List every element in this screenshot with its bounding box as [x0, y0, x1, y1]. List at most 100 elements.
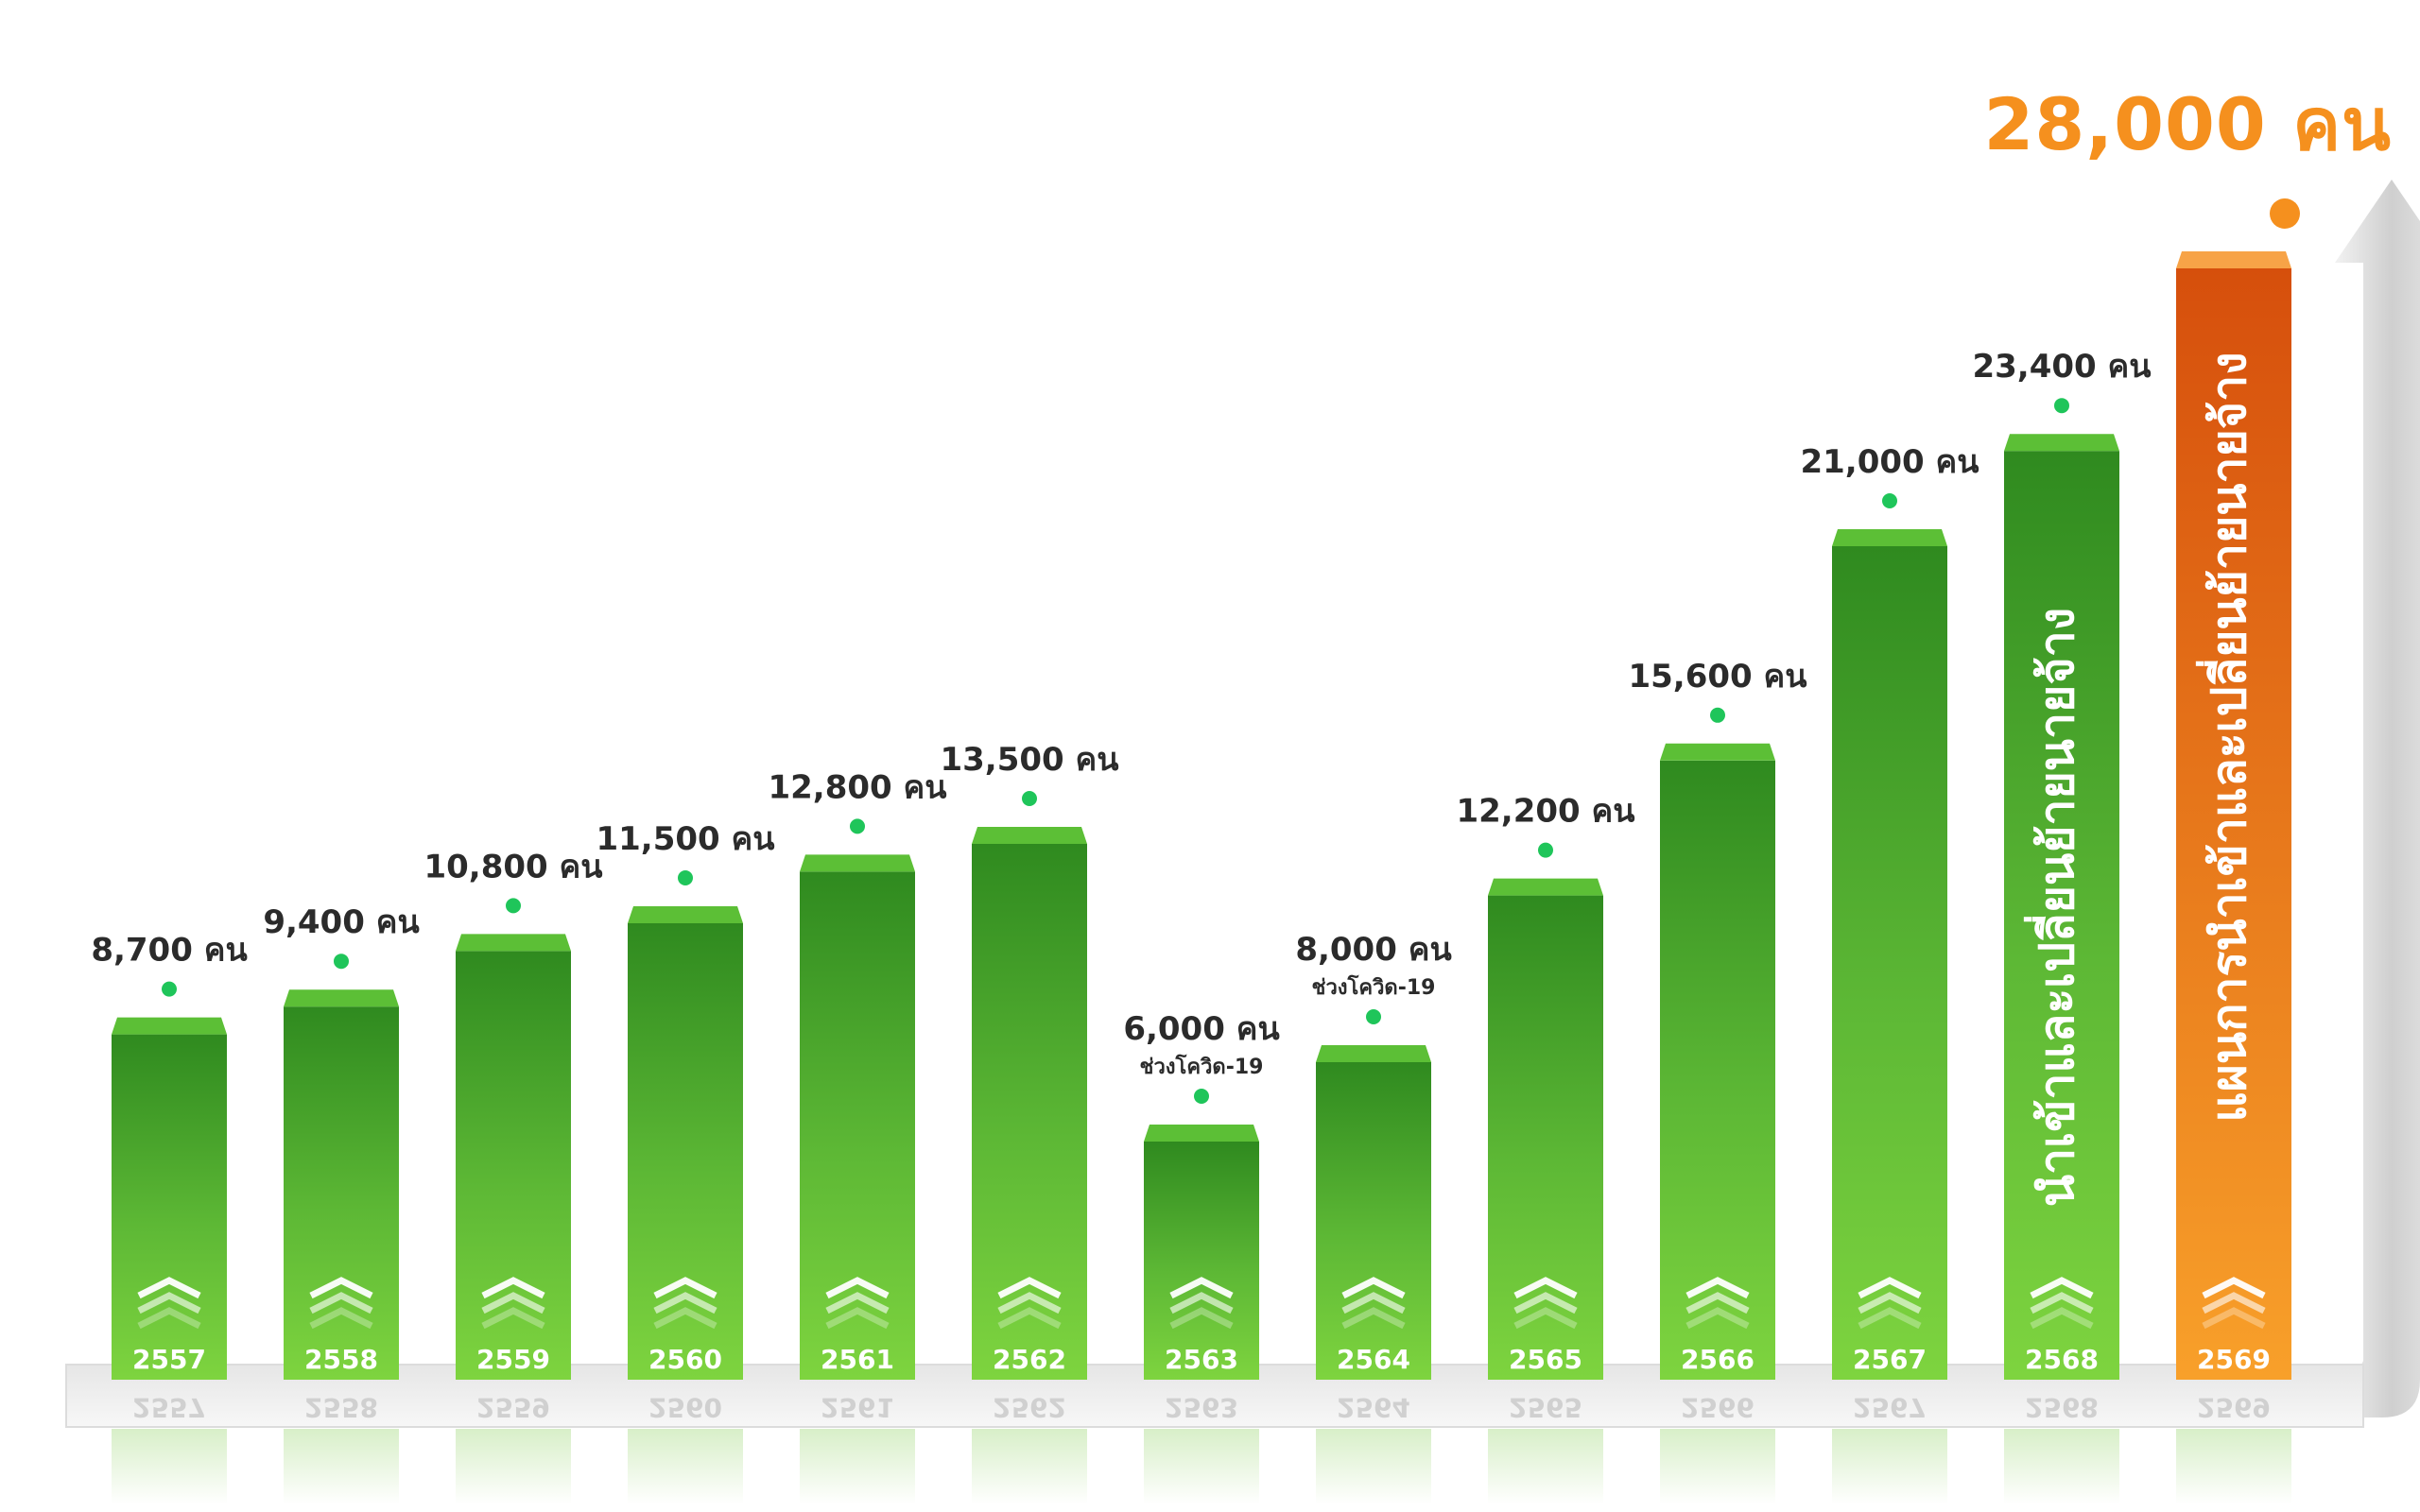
bar-group: 2558 2558 9,400 คน — [263, 903, 420, 1504]
chevron-up-icon — [2202, 1307, 2266, 1330]
value-label: 8,000 คน — [1295, 931, 1451, 969]
value-marker-dot — [1194, 1089, 1209, 1104]
year-label-reflection: 2562 — [993, 1392, 1066, 1423]
bar — [2176, 268, 2291, 1380]
chevron-up-icon — [1341, 1277, 1406, 1299]
value-marker-dot — [678, 870, 693, 885]
value-label: 8,700 คน — [91, 932, 247, 970]
bar — [972, 844, 1087, 1380]
bar-reflection — [2004, 1429, 2119, 1504]
value-marker-dot — [1710, 707, 1725, 723]
bar-reflection — [1488, 1429, 1603, 1504]
chevron-up-icon — [2202, 1277, 2266, 1299]
year-label: 2559 — [476, 1344, 550, 1375]
chevron-up-icon — [1858, 1292, 1922, 1314]
chevron-up-icon — [1685, 1277, 1750, 1299]
year-label-reflection: 2563 — [1165, 1392, 1238, 1423]
year-label: 2562 — [993, 1344, 1066, 1375]
bar — [628, 923, 743, 1380]
chevron-up-icon — [481, 1277, 545, 1299]
year-label: 2564 — [1337, 1344, 1410, 1375]
value-label: 10,800 คน — [424, 848, 602, 885]
bar-reflection — [284, 1429, 399, 1504]
value-label: 23,400 คน — [1972, 348, 2151, 386]
chevron-up-icon — [1169, 1292, 1234, 1314]
bar — [1832, 546, 1947, 1380]
year-label: 2561 — [821, 1344, 894, 1375]
bar-group: 2562 2562 13,500 คน — [940, 741, 1119, 1504]
chevron-up-icon — [309, 1277, 373, 1299]
bar-reflection — [1316, 1429, 1431, 1504]
bar-reflection — [2176, 1429, 2291, 1504]
bar-reflection — [628, 1429, 743, 1504]
bar — [284, 1006, 399, 1380]
year-label-reflection: 2561 — [821, 1392, 894, 1423]
year-label-reflection: 2560 — [648, 1392, 722, 1423]
bar-group: 2567 2567 21,000 คน — [1800, 443, 1979, 1504]
bar — [456, 951, 571, 1380]
year-label: 2566 — [1681, 1344, 1754, 1375]
year-label: 2558 — [304, 1344, 378, 1375]
bar-group: 2560 2560 11,500 คน — [596, 820, 775, 1504]
chevron-up-icon — [137, 1277, 201, 1299]
chevron-up-icon — [1341, 1292, 1406, 1314]
year-label-reflection: 2564 — [1337, 1392, 1410, 1423]
chevron-up-icon — [481, 1292, 545, 1314]
bar-group: 2557 2557 8,700 คน — [91, 932, 248, 1504]
bar-reflection — [1660, 1429, 1775, 1504]
growth-arrow-icon — [2335, 180, 2420, 1418]
bar — [1660, 760, 1775, 1380]
bar-group: 2568 2568 23,400 คนนำเข้าและเปลี่ยนย้ายนาย… — [1972, 348, 2152, 1504]
chevron-up-icon — [1685, 1292, 1750, 1314]
bar — [1144, 1142, 1259, 1380]
chevron-up-icon — [2030, 1277, 2094, 1299]
value-marker-dot — [850, 818, 865, 834]
chevron-up-icon — [481, 1307, 545, 1330]
chevron-up-icon — [137, 1307, 201, 1330]
bar-cap — [2176, 251, 2291, 268]
bar-cap — [972, 827, 1087, 844]
chevron-up-icon — [1169, 1307, 1234, 1330]
year-label: 2565 — [1509, 1344, 1582, 1375]
chevron-up-icon — [997, 1307, 1062, 1330]
year-label-reflection: 2559 — [476, 1392, 550, 1423]
bar-cap — [1660, 743, 1775, 761]
year-label-reflection: 2565 — [1509, 1392, 1582, 1423]
bar-reflection — [456, 1429, 571, 1504]
value-marker-dot — [506, 898, 521, 914]
bar-reflection — [800, 1429, 915, 1504]
year-label-reflection: 2567 — [1853, 1392, 1927, 1423]
year-label-reflection: 2566 — [1681, 1392, 1754, 1423]
value-marker-dot — [1022, 791, 1037, 806]
bar-reflection — [1144, 1429, 1259, 1504]
value-marker-dot — [1882, 493, 1897, 508]
bar-cap — [112, 1017, 227, 1035]
bar-vertical-caption: แผนการนำเข้าและเปลี่ยนย้ายนายจ้าง — [2196, 352, 2256, 1122]
bar-cap — [456, 934, 571, 952]
bar-group: 2563 2563 6,000 คนช่วงโควิด-19 — [1123, 1010, 1280, 1504]
chevron-up-icon — [1685, 1307, 1750, 1330]
value-label: 13,500 คน — [940, 741, 1118, 779]
chevron-up-icon — [997, 1277, 1062, 1299]
value-label: 12,200 คน — [1456, 793, 1634, 831]
value-label: 21,000 คน — [1800, 443, 1979, 481]
bar-reflection — [112, 1429, 227, 1504]
bar-cap — [628, 906, 743, 923]
value-marker-dot — [2054, 398, 2069, 414]
bar-reflection — [972, 1429, 1087, 1504]
bar-vertical-caption: นำเข้าและเปลี่ยนย้ายนายจ้าง — [2024, 608, 2084, 1207]
chevron-up-icon — [653, 1277, 717, 1299]
year-label-reflection: 2558 — [304, 1392, 378, 1423]
value-note: ช่วงโควิด-19 — [1312, 974, 1436, 1000]
bar — [800, 871, 915, 1380]
value-marker-dot — [334, 954, 349, 970]
chevron-up-icon — [997, 1292, 1062, 1314]
chevron-up-icon — [1858, 1277, 1922, 1299]
year-label-reflection: 2568 — [2025, 1392, 2099, 1423]
bar-group: 2559 2559 10,800 คน — [424, 848, 603, 1504]
bar-cap — [1832, 529, 1947, 546]
bar-group: 2566 2566 15,600 คน — [1628, 658, 1807, 1504]
chevron-up-icon — [825, 1292, 890, 1314]
chevron-up-icon — [137, 1292, 201, 1314]
value-label: 15,600 คน — [1628, 658, 1806, 696]
